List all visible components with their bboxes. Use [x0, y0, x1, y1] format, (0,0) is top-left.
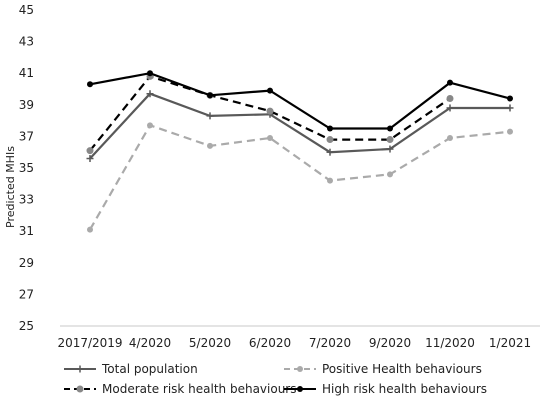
x-tick-label: 5/2020	[189, 336, 231, 350]
series-1	[87, 122, 513, 233]
data-point	[266, 107, 274, 115]
legend-item: High risk health behaviours	[284, 382, 487, 396]
series-2	[86, 72, 454, 155]
legend-marker	[76, 365, 84, 373]
data-point	[386, 136, 394, 144]
series-3	[87, 70, 513, 132]
data-point	[86, 147, 94, 155]
series-layer	[86, 70, 514, 233]
y-tick-label: 25	[19, 319, 34, 333]
data-point	[506, 104, 514, 112]
legend-marker	[76, 385, 84, 393]
x-tick-label: 4/2020	[129, 336, 171, 350]
data-point	[327, 125, 333, 132]
x-tick-label: 7/2020	[309, 336, 351, 350]
y-tick-label: 27	[19, 287, 34, 301]
data-point	[207, 92, 213, 99]
series-0	[86, 90, 514, 163]
y-tick-label: 29	[19, 256, 34, 270]
legend-label: High risk health behaviours	[322, 382, 487, 396]
y-tick-label: 33	[19, 193, 34, 207]
y-ticks: 25 27 29 31 33 35 37 39 41 43 45	[19, 3, 34, 333]
data-point	[87, 226, 93, 233]
data-point	[326, 136, 334, 144]
series-line	[89, 92, 510, 160]
legend: Total population Positive Health behaviou…	[64, 362, 487, 396]
data-point	[447, 79, 453, 86]
data-point	[327, 177, 333, 184]
data-point	[446, 104, 454, 112]
y-tick-label: 45	[19, 3, 34, 17]
x-tick-label: 9/2020	[369, 336, 411, 350]
y-tick-label: 37	[19, 129, 34, 143]
y-tick-label: 35	[19, 161, 34, 175]
x-tick-label: 6/2020	[249, 336, 291, 350]
series-line	[89, 72, 511, 130]
legend-label: Positive Health behaviours	[322, 362, 482, 376]
data-point	[446, 94, 454, 102]
data-point	[207, 142, 213, 149]
data-point	[146, 90, 154, 98]
data-point	[447, 134, 453, 141]
y-tick-label: 43	[19, 35, 34, 49]
data-point	[507, 95, 513, 102]
x-ticks: 2017/2019 4/2020 5/2020 6/2020 7/2020 9/2020 1…	[57, 336, 531, 350]
x-tick-label: 1/2021	[489, 336, 531, 350]
legend-item: Total population	[64, 362, 198, 376]
series-line	[89, 123, 511, 231]
legend-item: Positive Health behaviours	[284, 362, 482, 376]
data-point	[87, 81, 93, 88]
x-tick-label: 11/2020	[425, 336, 475, 350]
data-point	[206, 112, 214, 120]
data-point	[267, 87, 273, 94]
data-point	[147, 122, 153, 129]
legend-marker	[297, 386, 303, 392]
legend-marker	[297, 366, 303, 372]
y-axis-label: Predicted MHIs	[4, 146, 17, 228]
legend-label: Moderate risk health behaviours	[102, 382, 297, 396]
y-tick-label: 31	[19, 224, 34, 238]
data-point	[387, 125, 393, 132]
x-tick-label: 2017/2019	[57, 336, 122, 350]
data-point	[507, 128, 513, 135]
y-tick-label: 41	[19, 66, 34, 80]
data-point	[387, 171, 393, 178]
legend-label: Total population	[101, 362, 198, 376]
y-tick-label: 39	[19, 98, 34, 112]
data-point	[386, 145, 394, 153]
data-point	[326, 148, 334, 156]
data-point	[267, 134, 273, 141]
data-point	[147, 70, 153, 77]
data-point	[86, 155, 94, 163]
legend-item: Moderate risk health behaviours	[64, 382, 297, 396]
